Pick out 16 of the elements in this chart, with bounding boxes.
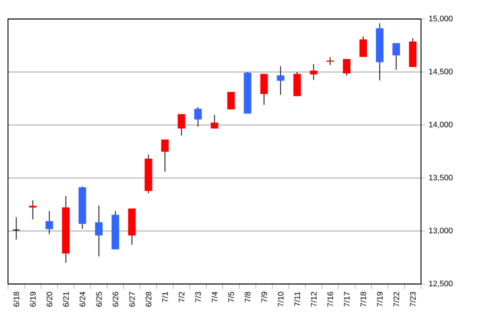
candlestick: [260, 74, 268, 106]
candlestick: [392, 42, 400, 70]
candlestick: [227, 92, 235, 110]
candlestick: [95, 205, 103, 257]
candlestick: [359, 36, 367, 58]
candlestick: [12, 216, 20, 240]
candlestick: [310, 64, 318, 80]
candlestick: [342, 58, 350, 76]
candlestick: [29, 200, 37, 220]
candlestick: [276, 66, 284, 96]
candlestick: [293, 72, 301, 96]
candlestick: [161, 139, 169, 172]
candlestick: [178, 114, 186, 136]
candlestick: [194, 106, 202, 127]
candlestick: [46, 210, 54, 235]
candlestick: [210, 114, 218, 129]
